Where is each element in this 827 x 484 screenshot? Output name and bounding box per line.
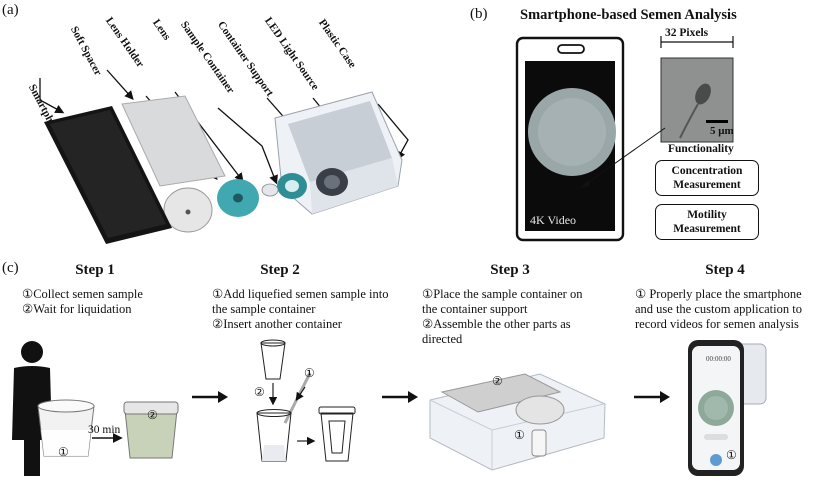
step3-marker-two: ② (492, 374, 503, 388)
step4-line1: ① Properly place the smartphone (635, 287, 802, 301)
soft-spacer (121, 95, 226, 187)
step3-line2: the container support (422, 302, 528, 316)
leader-plastic-case (377, 103, 409, 161)
step1-marker-two: ② (147, 408, 158, 422)
step2-line2: the sample container (212, 302, 316, 316)
flow-arrow-3 (634, 391, 670, 403)
panel-a-label: (a) (2, 2, 19, 18)
lens (217, 179, 259, 217)
functionality-label: Functionality (668, 143, 734, 155)
step3-line1: ①Place the sample container on (422, 287, 583, 301)
step4-illustration (688, 340, 767, 476)
scale-bar (706, 120, 728, 123)
step3-illustration (429, 373, 606, 471)
exploded-device-illustration (39, 69, 409, 244)
zoom-pointer-line (579, 127, 666, 189)
video-label: 4K Video (530, 213, 577, 227)
smartphone (44, 106, 172, 244)
step3-line3: ②Assemble the other parts as (422, 317, 571, 331)
concentration-box: Concentration Measurement (655, 160, 759, 196)
step3-line4: directed (422, 332, 463, 346)
step4-line3: record videos for semen analysis (635, 317, 799, 331)
panel-b-label: (b) (470, 6, 488, 22)
plastic-case (274, 91, 403, 215)
step2-marker-one: ① (304, 366, 315, 380)
person-icon (12, 341, 52, 476)
leader-smartphone (39, 78, 65, 114)
step2-marker-two: ② (254, 385, 265, 399)
step1-line1: ①Collect semen sample (22, 287, 143, 301)
step2-illustration (256, 339, 356, 462)
step2-title: Step 2 (260, 262, 300, 278)
spacer-plate (440, 373, 562, 413)
pixels-label: 32 Pixels (665, 27, 709, 39)
inner-container (260, 342, 286, 380)
step2-line1: ①Add liquefied semen sample into (212, 287, 389, 301)
panel-c-label: (c) (2, 260, 19, 276)
cup-after (123, 401, 179, 459)
app-time: 00:00:00 (706, 355, 731, 363)
scale-label: 5 μm (710, 125, 734, 137)
cup-before (37, 399, 95, 457)
step1-line2: ②Wait for liquidation (22, 302, 132, 316)
step1-marker-one: ① (58, 445, 69, 459)
sample-container (261, 183, 279, 197)
container-support (277, 173, 307, 199)
step4-title: Step 4 (705, 262, 745, 278)
camera-notch-icon (557, 44, 585, 54)
flow-arrow-2 (382, 391, 418, 403)
step1-title: Step 1 (75, 262, 115, 278)
motility-box: Motility Measurement (655, 204, 759, 240)
record-button-icon (710, 454, 722, 466)
flow-arrow-1 (192, 391, 228, 403)
assembled-container (320, 412, 354, 462)
step2-line3: ②Insert another container (212, 317, 342, 331)
placed-sample-container (531, 429, 547, 457)
lens-holder (163, 187, 213, 233)
step4-marker-one: ① (726, 448, 737, 462)
step3-title: Step 3 (490, 262, 530, 278)
step4-line2: and use the custom application to (635, 302, 802, 316)
leader-soft-spacer (106, 69, 134, 100)
time-label: 30 min (88, 424, 121, 436)
support-disk (515, 395, 565, 425)
phone-analysis-illustration (515, 36, 734, 242)
step1-illustration (12, 341, 179, 476)
leader-sample-container (217, 107, 278, 185)
step3-marker-one: ① (514, 428, 525, 442)
panel-b-title: Smartphone-based Semen Analysis (520, 7, 737, 23)
